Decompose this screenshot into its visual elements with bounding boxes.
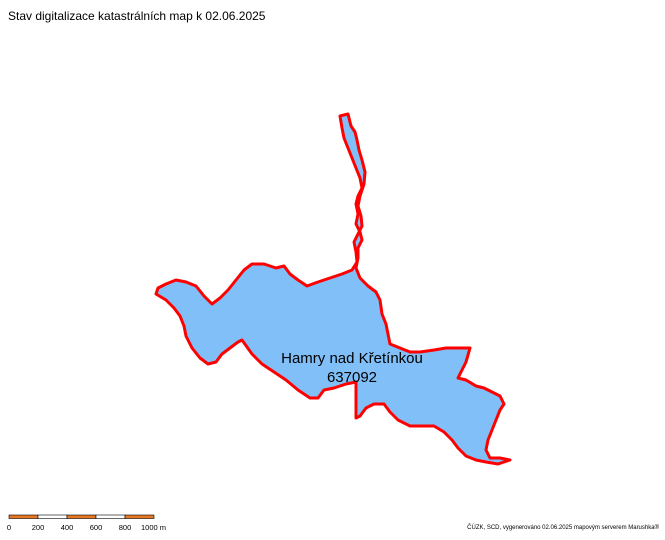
scale-bar-segment <box>37 514 68 519</box>
scale-bar: 0 200 400 600 800 1000 m <box>7 514 166 532</box>
parcel-code-label: 637092 <box>327 369 377 386</box>
scale-bar-tick-label: 1000 m <box>141 523 166 532</box>
scale-bar-tick-label: 200 <box>32 523 45 532</box>
parcel-name-label: Hamry nad Křetínkou <box>281 350 423 367</box>
credits-text: ČÚZK, SCD, vygenerováno 02.06.2025 mapov… <box>467 525 659 531</box>
scale-bar-tick-label: 400 <box>61 523 74 532</box>
scale-bar-tick-label: 0 <box>7 523 11 532</box>
scale-bar-tick-label: 800 <box>119 523 132 532</box>
scale-bar-segment <box>8 514 39 519</box>
scale-bar-tick-label: 600 <box>90 523 103 532</box>
map-title: Stav digitalizace katastrálních map k 02… <box>8 9 266 23</box>
scale-bar-segment <box>124 514 155 519</box>
cadastral-area-polygon[interactable] <box>154 112 512 466</box>
scale-bar-segment <box>95 514 126 519</box>
scale-bar-segment <box>66 514 97 519</box>
